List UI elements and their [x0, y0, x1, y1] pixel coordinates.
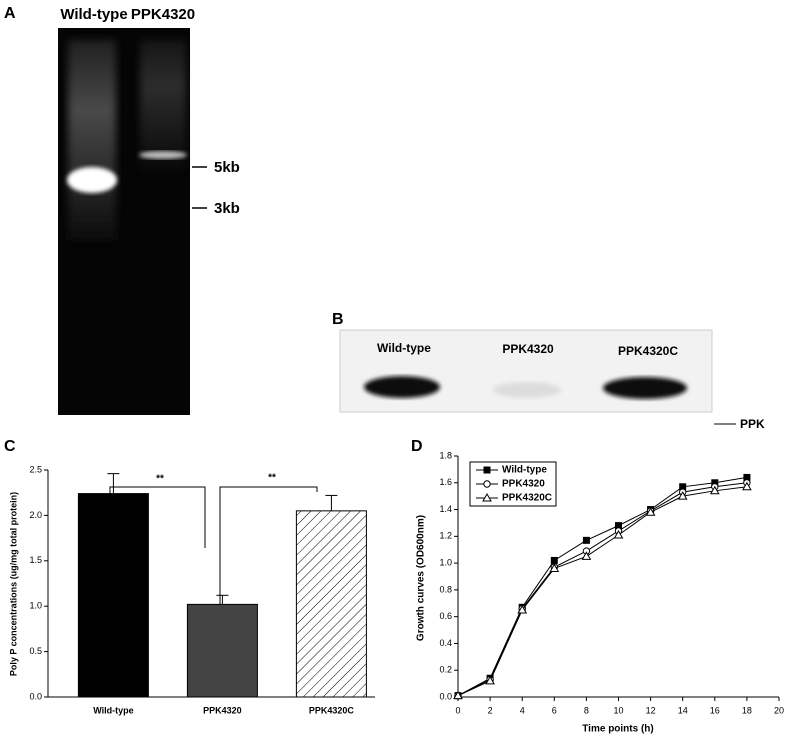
lane-label: PPK4320: [131, 6, 195, 23]
lane-label: PPK4320C: [618, 344, 678, 358]
y-tick-label: 0.6: [439, 611, 452, 621]
x-tick-label: 0: [455, 705, 460, 715]
x-tick-label: 4: [520, 705, 525, 715]
x-tick-label: PPK4320: [203, 705, 242, 715]
legend-marker: [482, 492, 492, 502]
data-point: [517, 604, 528, 614]
bracket: [219, 486, 318, 605]
gel-band: [67, 167, 117, 193]
panel-label: A: [4, 5, 16, 22]
y-tick-label: 0.8: [439, 584, 452, 594]
x-tick-label: 6: [552, 705, 557, 715]
y-tick-label: 2.0: [29, 510, 42, 520]
size-marker: 3kb: [214, 200, 240, 217]
data-point: [485, 675, 495, 685]
x-tick-label: 20: [774, 705, 784, 715]
panel-label: D: [411, 438, 423, 455]
blot-band: [364, 376, 440, 398]
y-tick-label: 0.0: [29, 691, 42, 701]
x-tick-label: PPK4320C: [309, 705, 355, 715]
y-tick-label: 1.4: [439, 504, 452, 514]
panel-label: B: [332, 311, 344, 328]
y-tick-label: 1.0: [439, 557, 452, 567]
x-tick-label: 16: [710, 705, 720, 715]
panel-label: C: [4, 438, 16, 455]
x-tick-label: 8: [584, 705, 589, 715]
bar: [77, 493, 149, 698]
y-tick-label: 2.5: [29, 464, 42, 474]
x-tick-label: 12: [646, 705, 656, 715]
data-point: [582, 536, 590, 544]
lane-label: PPK4320: [502, 342, 554, 356]
y-tick-label: 0.0: [439, 691, 452, 701]
series-line: [457, 486, 747, 697]
data-point: [453, 690, 463, 700]
x-axis-label: Time points (h): [582, 724, 653, 735]
y-tick-label: 1.6: [439, 477, 452, 487]
blot-band: [493, 382, 561, 398]
gel-band: [139, 151, 187, 159]
data-point: [550, 556, 558, 564]
bar: [186, 603, 258, 698]
legend-label: PPK4320C: [502, 493, 552, 504]
legend-label: Wild-type: [502, 465, 547, 476]
data-point: [677, 491, 688, 500]
data-point: [549, 563, 560, 572]
data-point: [742, 481, 752, 491]
size-marker: 5kb: [214, 159, 240, 176]
significance: **: [268, 473, 276, 484]
gel-smear: [68, 40, 116, 240]
data-point: [645, 507, 656, 516]
series-line: [457, 476, 747, 697]
gel-smear: [140, 40, 186, 170]
data-point: [581, 551, 592, 560]
data-point: [709, 485, 720, 495]
y-tick-label: 1.0: [29, 601, 42, 611]
lane-label: Wild-type: [377, 341, 431, 355]
blot-band: [603, 377, 687, 399]
band-label: PPK: [740, 417, 765, 431]
error-bar: [107, 473, 120, 494]
data-point: [613, 529, 624, 539]
series-line: [457, 482, 747, 697]
y-tick-label: 0.4: [439, 638, 452, 648]
error-bar: [325, 494, 338, 511]
y-axis-label: Growth curves (OD600nm): [416, 515, 427, 641]
y-tick-label: 1.2: [439, 531, 452, 541]
bar: [295, 510, 367, 698]
x-tick-label: 18: [742, 705, 752, 715]
significance: **: [156, 474, 164, 485]
legend-label: PPK4320: [502, 479, 545, 490]
y-axis-label: Poly P concentrations (ug/mg total prote…: [8, 492, 18, 676]
y-tick-label: 0.2: [439, 665, 452, 675]
lane-label: Wild-type: [60, 6, 127, 23]
legend-marker: [483, 480, 491, 488]
y-tick-label: 1.8: [439, 450, 452, 460]
y-tick-label: 1.5: [29, 555, 42, 565]
y-tick-label: 0.5: [29, 646, 42, 656]
x-tick-label: 14: [678, 705, 688, 715]
legend-marker: [483, 466, 491, 474]
x-tick-label: 10: [613, 705, 623, 715]
x-tick-label: 2: [488, 705, 493, 715]
bracket: [109, 486, 206, 548]
x-tick-label: Wild-type: [93, 705, 133, 715]
error-bar: [216, 594, 229, 605]
